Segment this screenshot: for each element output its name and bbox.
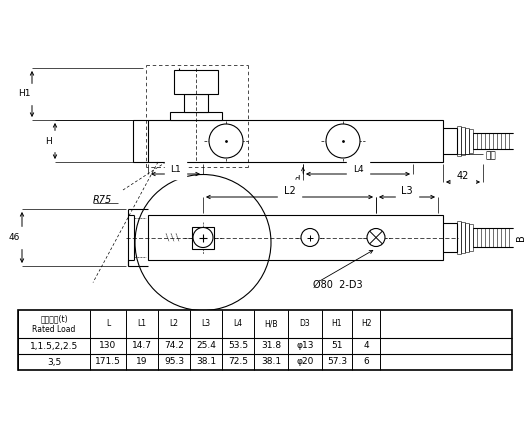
Text: H/B: H/B [264,319,278,329]
Bar [148,215,443,260]
Text: 額定載荷(t)
Rated Load: 額定載荷(t) Rated Load [32,314,76,334]
Text: H: H [45,137,51,145]
Text: φ13: φ13 [296,342,314,351]
Text: H1: H1 [17,89,30,99]
Bar [148,120,443,162]
Text: 3,5: 3,5 [47,358,61,366]
Text: L1: L1 [137,319,146,329]
Text: d: d [294,174,299,184]
Bar [174,70,218,94]
Text: 14.7: 14.7 [132,342,152,351]
Circle shape [209,124,243,158]
Text: 25.4: 25.4 [196,342,216,351]
Text: L: L [106,319,110,329]
Text: 墊片: 墊片 [485,151,496,161]
Text: 38.1: 38.1 [261,358,281,366]
Text: 46: 46 [8,233,20,242]
Text: φ20: φ20 [296,358,314,366]
Text: 4: 4 [363,342,369,351]
Text: 6: 6 [363,358,369,366]
Text: 51: 51 [331,342,343,351]
Text: Ø80  2-D3: Ø80 2-D3 [313,280,363,290]
Circle shape [301,228,319,247]
Text: L4: L4 [233,319,243,329]
Text: L1: L1 [170,164,181,174]
Text: D3: D3 [299,319,311,329]
Text: 95.3: 95.3 [164,358,184,366]
Text: H2: H2 [361,319,371,329]
Bar [170,112,222,120]
Circle shape [193,227,213,247]
Text: 57.3: 57.3 [327,358,347,366]
Text: L3: L3 [401,186,413,196]
Text: L4: L4 [352,164,363,174]
Text: L2: L2 [170,319,179,329]
Text: R75: R75 [93,195,112,205]
Bar [192,227,214,249]
Text: L2: L2 [284,186,295,196]
Text: H1: H1 [332,319,342,329]
Text: 72.5: 72.5 [228,358,248,366]
Text: 31.8: 31.8 [261,342,281,351]
Text: 53.5: 53.5 [228,342,248,351]
Text: 130: 130 [100,342,117,351]
Text: 38.1: 38.1 [196,358,216,366]
Text: B: B [516,234,526,241]
Bar [184,94,208,112]
Text: 42: 42 [457,171,469,181]
Text: 74.2: 74.2 [164,342,184,351]
Text: 19: 19 [136,358,148,366]
Circle shape [326,124,360,158]
Circle shape [367,228,385,247]
Bar [18,310,512,370]
Text: 171.5: 171.5 [95,358,121,366]
Text: 1,1.5,2,2.5: 1,1.5,2,2.5 [30,342,78,351]
Text: L3: L3 [201,319,210,329]
